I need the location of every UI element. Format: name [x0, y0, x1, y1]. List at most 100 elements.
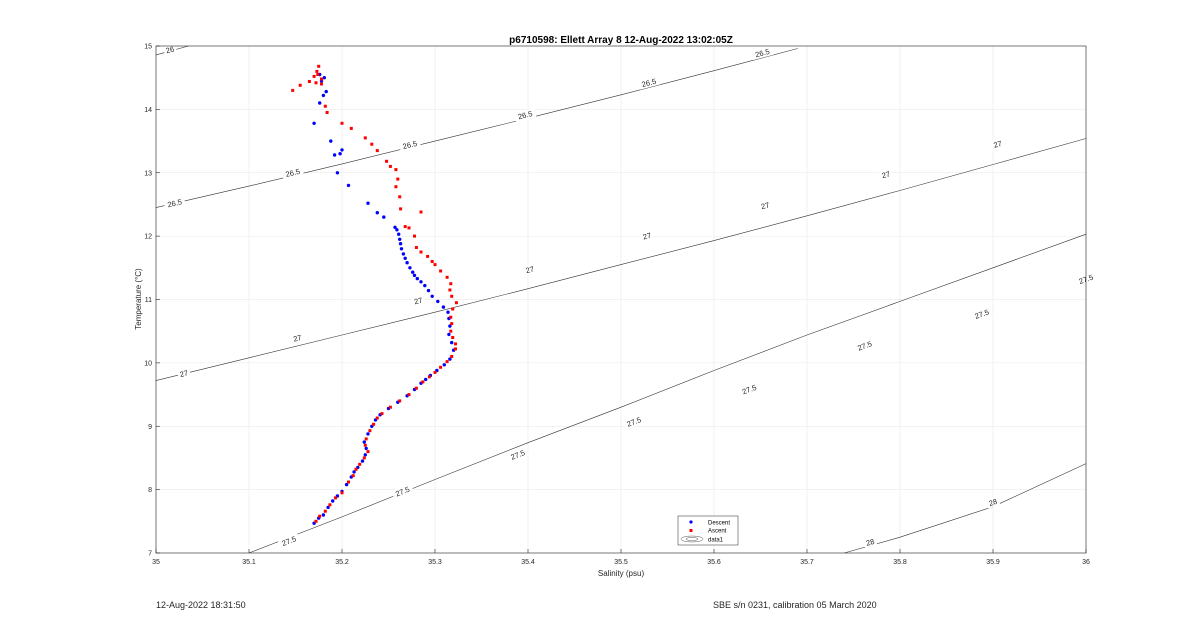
- descent-point: [375, 211, 379, 215]
- ascent-point: [414, 386, 418, 390]
- contour-label-27.5: 27.5: [622, 413, 646, 430]
- ascent-point: [316, 73, 320, 76]
- descent-point: [312, 121, 316, 126]
- descent-point: [322, 76, 326, 80]
- ascent-point: [426, 254, 430, 258]
- y-tick-label: 12: [144, 234, 152, 241]
- contour-label-27: 27: [639, 230, 655, 243]
- y-tick-label: 10: [144, 360, 152, 367]
- ascent-point: [449, 282, 453, 286]
- contour-label-text: 27.5: [509, 448, 526, 462]
- contour-label-text: 27.5: [626, 415, 643, 429]
- descent-point: [364, 446, 368, 451]
- legend-ascent-marker: [689, 529, 693, 532]
- ascent-point: [363, 136, 367, 140]
- ascent-point: [364, 437, 368, 441]
- ascent-point: [421, 380, 425, 384]
- contour-label-text: 27.5: [394, 485, 411, 499]
- contour-label-text: 27: [179, 368, 189, 379]
- ascent-point: [454, 301, 458, 305]
- descent-point: [393, 225, 397, 229]
- contour-label-bg: [176, 367, 191, 380]
- contour-label-bg: [737, 381, 761, 398]
- ascent-point: [385, 159, 389, 163]
- ascent-point: [334, 496, 337, 500]
- contour-line-26.5: [155, 48, 798, 208]
- contour-label-26.5: 26.5: [751, 45, 774, 61]
- contour-label-27: 27: [522, 263, 538, 276]
- descent-point: [398, 237, 402, 241]
- contour-label-bg: [751, 45, 774, 61]
- ascent-point: [388, 405, 392, 409]
- contour-label-bg: [277, 533, 301, 549]
- contour-label-26.5: 26.5: [637, 75, 661, 90]
- contour-label-27: 27: [290, 332, 305, 345]
- x-tick-label: 35.7: [800, 559, 814, 566]
- contour-label-text: 27: [642, 231, 652, 242]
- ascent-point: [445, 275, 449, 279]
- x-tick-label: 35.2: [335, 559, 349, 566]
- footer-timestamp: 12-Aug-2022 18:31:50: [156, 600, 246, 610]
- contour-label-27.5: 27.5: [970, 306, 994, 322]
- ascent-point: [450, 294, 454, 298]
- ascent-point: [394, 168, 398, 172]
- ascent-point: [349, 126, 353, 130]
- ascent-point: [450, 355, 454, 358]
- ascent-point: [298, 83, 302, 87]
- ascent-point: [430, 260, 434, 263]
- x-tick-label: 35.5: [614, 559, 628, 566]
- descent-point: [382, 215, 386, 219]
- contour-label-bg: [990, 138, 1005, 151]
- contour-label-bg: [853, 338, 877, 354]
- ascent-point: [433, 370, 437, 374]
- contour-label-bg: [758, 199, 773, 212]
- ascent-point: [323, 509, 327, 513]
- ascent-point: [414, 246, 418, 249]
- descent-point: [412, 273, 417, 278]
- descent-point: [447, 332, 451, 337]
- contour-label-text: 26.5: [641, 77, 657, 89]
- ascent-point: [454, 347, 457, 351]
- descent-point: [423, 283, 427, 288]
- descent-point: [442, 363, 446, 367]
- y-tick-label: 15: [144, 44, 152, 51]
- contour-label-text: 27: [881, 169, 891, 180]
- descent-point: [332, 153, 337, 157]
- contour-label-27.5: 27.5: [277, 533, 301, 549]
- ascent-point: [439, 365, 443, 369]
- contour-label-bg: [290, 332, 305, 345]
- descent-point: [324, 89, 328, 94]
- ascent-point: [398, 195, 402, 199]
- contour-label-text: 27.5: [973, 307, 990, 320]
- y-axis-label: Temperature (°C): [134, 268, 143, 330]
- descent-point: [318, 101, 322, 105]
- data-points: [291, 64, 458, 525]
- contour-label-26.5: 26.5: [398, 138, 422, 152]
- ascent-point: [318, 514, 322, 518]
- ascent-point: [314, 519, 318, 523]
- contour-label-text: 27.5: [281, 534, 298, 548]
- ascent-point: [347, 480, 350, 484]
- ascent-point: [394, 185, 398, 189]
- ascent-point: [427, 375, 431, 379]
- ascent-point: [403, 225, 407, 229]
- density-contours: 26 26.5 26.5 26.5 26.5 26.5 26.5 27 27 27 27 27 27 27…: [155, 43, 1098, 554]
- x-tick-label: 35.1: [242, 559, 256, 566]
- descent-point: [395, 228, 399, 232]
- chart-title: p6710598: Ellett Array 8 12-Aug-2022 13:…: [509, 35, 733, 46]
- ascent-point: [407, 393, 411, 397]
- legend-ascent-label: Ascent: [708, 529, 727, 535]
- contour-label-text: 26.5: [166, 197, 182, 209]
- contour-label-text: 27: [413, 296, 423, 307]
- contour-label-bg: [863, 536, 878, 549]
- descent-point: [399, 247, 404, 251]
- ascent-point: [340, 121, 344, 125]
- contour-label-bg: [281, 166, 304, 180]
- contour-label-text: 27.5: [741, 383, 758, 397]
- contour-label-text: 26.5: [285, 167, 301, 179]
- descent-point: [321, 513, 326, 517]
- descent-point: [346, 183, 351, 188]
- ascent-point: [314, 81, 318, 85]
- x-tick-label: 35: [152, 559, 160, 566]
